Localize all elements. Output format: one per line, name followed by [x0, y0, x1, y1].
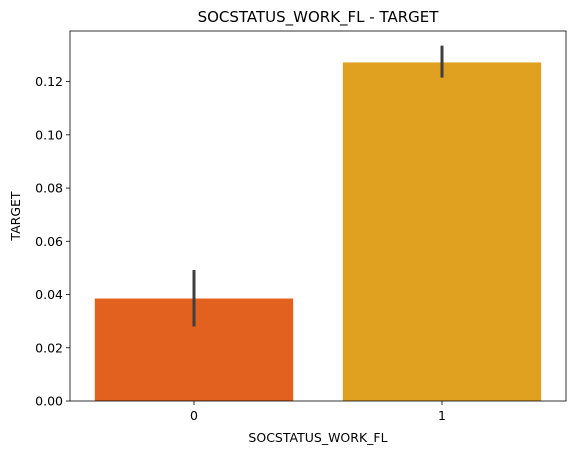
y-axis: 0.00 0.02 0.04 0.06 0.08 0.10 0.12	[35, 74, 70, 408]
bar-1	[343, 62, 541, 401]
x-axis-label: SOCSTATUS_WORK_FL	[248, 430, 387, 445]
y-axis-label: TARGET	[8, 191, 23, 241]
y-tick-label: 0.00	[35, 394, 63, 409]
chart-title: SOCSTATUS_WORK_FL - TARGET	[198, 8, 440, 27]
y-tick-label: 0.06	[35, 234, 63, 249]
y-tick-label: 0.12	[35, 74, 63, 89]
plot-area	[70, 31, 566, 401]
y-tick-label: 0.04	[35, 287, 63, 302]
y-tick-label: 0.10	[35, 127, 63, 142]
y-tick-label: 0.02	[35, 340, 63, 355]
x-tick-label: 1	[438, 408, 446, 423]
y-tick-label: 0.08	[35, 181, 63, 196]
x-tick-label: 0	[190, 408, 198, 423]
